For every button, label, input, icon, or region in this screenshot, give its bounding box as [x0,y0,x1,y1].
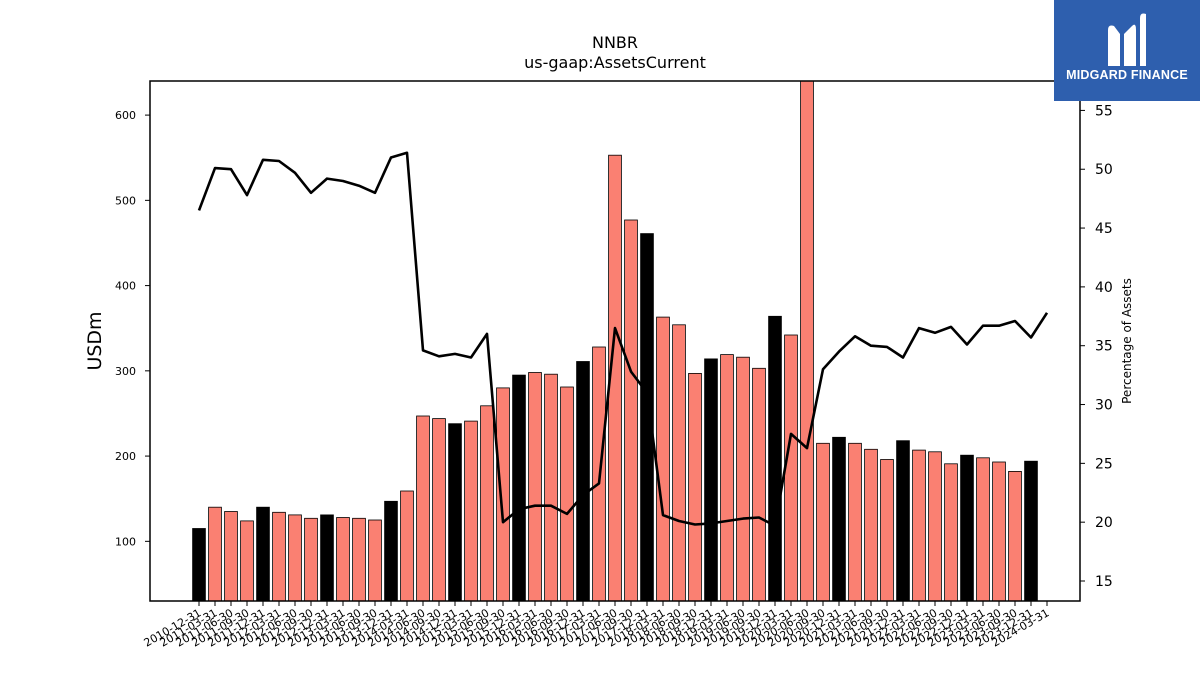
y2-tick-label: 25 [1095,456,1113,472]
bar [272,511,286,601]
bar [864,448,878,601]
bar [656,316,670,601]
bar [848,442,862,601]
bar [496,387,510,601]
line-series [197,151,1049,528]
bar [688,372,702,601]
bar [400,490,414,601]
y2-tick-label: 40 [1095,280,1113,296]
bar [208,506,222,601]
brand-logo: MIDGARD FINANCE [1054,0,1200,101]
bar [288,514,302,601]
bar [384,500,398,601]
bar [480,405,494,601]
bar [528,372,542,601]
bar [256,506,270,601]
x-axis: 2010-12-312011-03-312011-06-302011-09-30… [142,601,1052,650]
bar [704,358,718,601]
y-tick-label: 500 [115,194,136,207]
bar [720,354,734,601]
bar [896,440,910,601]
bar [832,436,846,601]
bar [960,454,974,601]
y2-tick-label: 45 [1095,221,1113,237]
y-tick-label: 300 [115,365,136,378]
y2-tick-label: 30 [1095,398,1113,414]
bar [416,415,430,601]
y2-tick-label: 20 [1095,515,1113,531]
bar [464,420,478,601]
y-tick-label: 200 [115,450,136,463]
bar [976,457,990,601]
bar [992,461,1006,601]
bar [880,459,894,601]
y-tick-label: 600 [115,109,136,122]
y-axis: 100 200 300 400 500 600 [115,109,150,548]
bar [320,514,334,601]
y2-tick-label: 55 [1095,103,1113,119]
bar [544,373,558,601]
chart-title: NNBR [592,33,638,52]
bar [768,315,782,601]
bar [912,449,926,601]
bar [432,418,446,601]
bar [224,511,238,601]
chart-subtitle: us-gaap:AssetsCurrent [524,53,706,72]
bar [784,334,798,601]
bar [304,517,318,601]
bar [512,374,526,601]
y-tick-label: 100 [115,535,136,548]
bar [1008,470,1022,601]
brand-name: MIDGARD FINANCE [1066,68,1188,82]
bar [800,81,814,601]
y2-tick-label: 50 [1095,162,1113,178]
bar [192,528,206,601]
y2-tick-label: 15 [1095,574,1113,590]
y-axis-label: USDm [84,311,106,370]
bar [752,367,766,601]
bar [928,451,942,601]
y2-axis: 15 20 25 30 35 40 45 50 55 [1080,103,1113,590]
bar [576,361,590,601]
y2-tick-label: 35 [1095,339,1113,355]
bar [672,324,686,601]
bar [736,356,750,601]
bar [1024,460,1038,601]
bar [816,442,830,601]
bar [944,463,958,601]
bar [624,219,638,601]
bar [336,517,350,601]
bar [368,519,382,601]
y-tick-label: 400 [115,280,136,293]
bar [240,520,254,601]
y2-axis-label: Percentage of Assets [1120,278,1134,404]
line-path [197,151,1049,528]
bar [448,423,462,601]
bar [640,233,654,601]
bar [560,386,574,601]
bar-series [192,81,1038,601]
midgard-logo-icon [1108,13,1146,67]
bar [352,517,366,601]
